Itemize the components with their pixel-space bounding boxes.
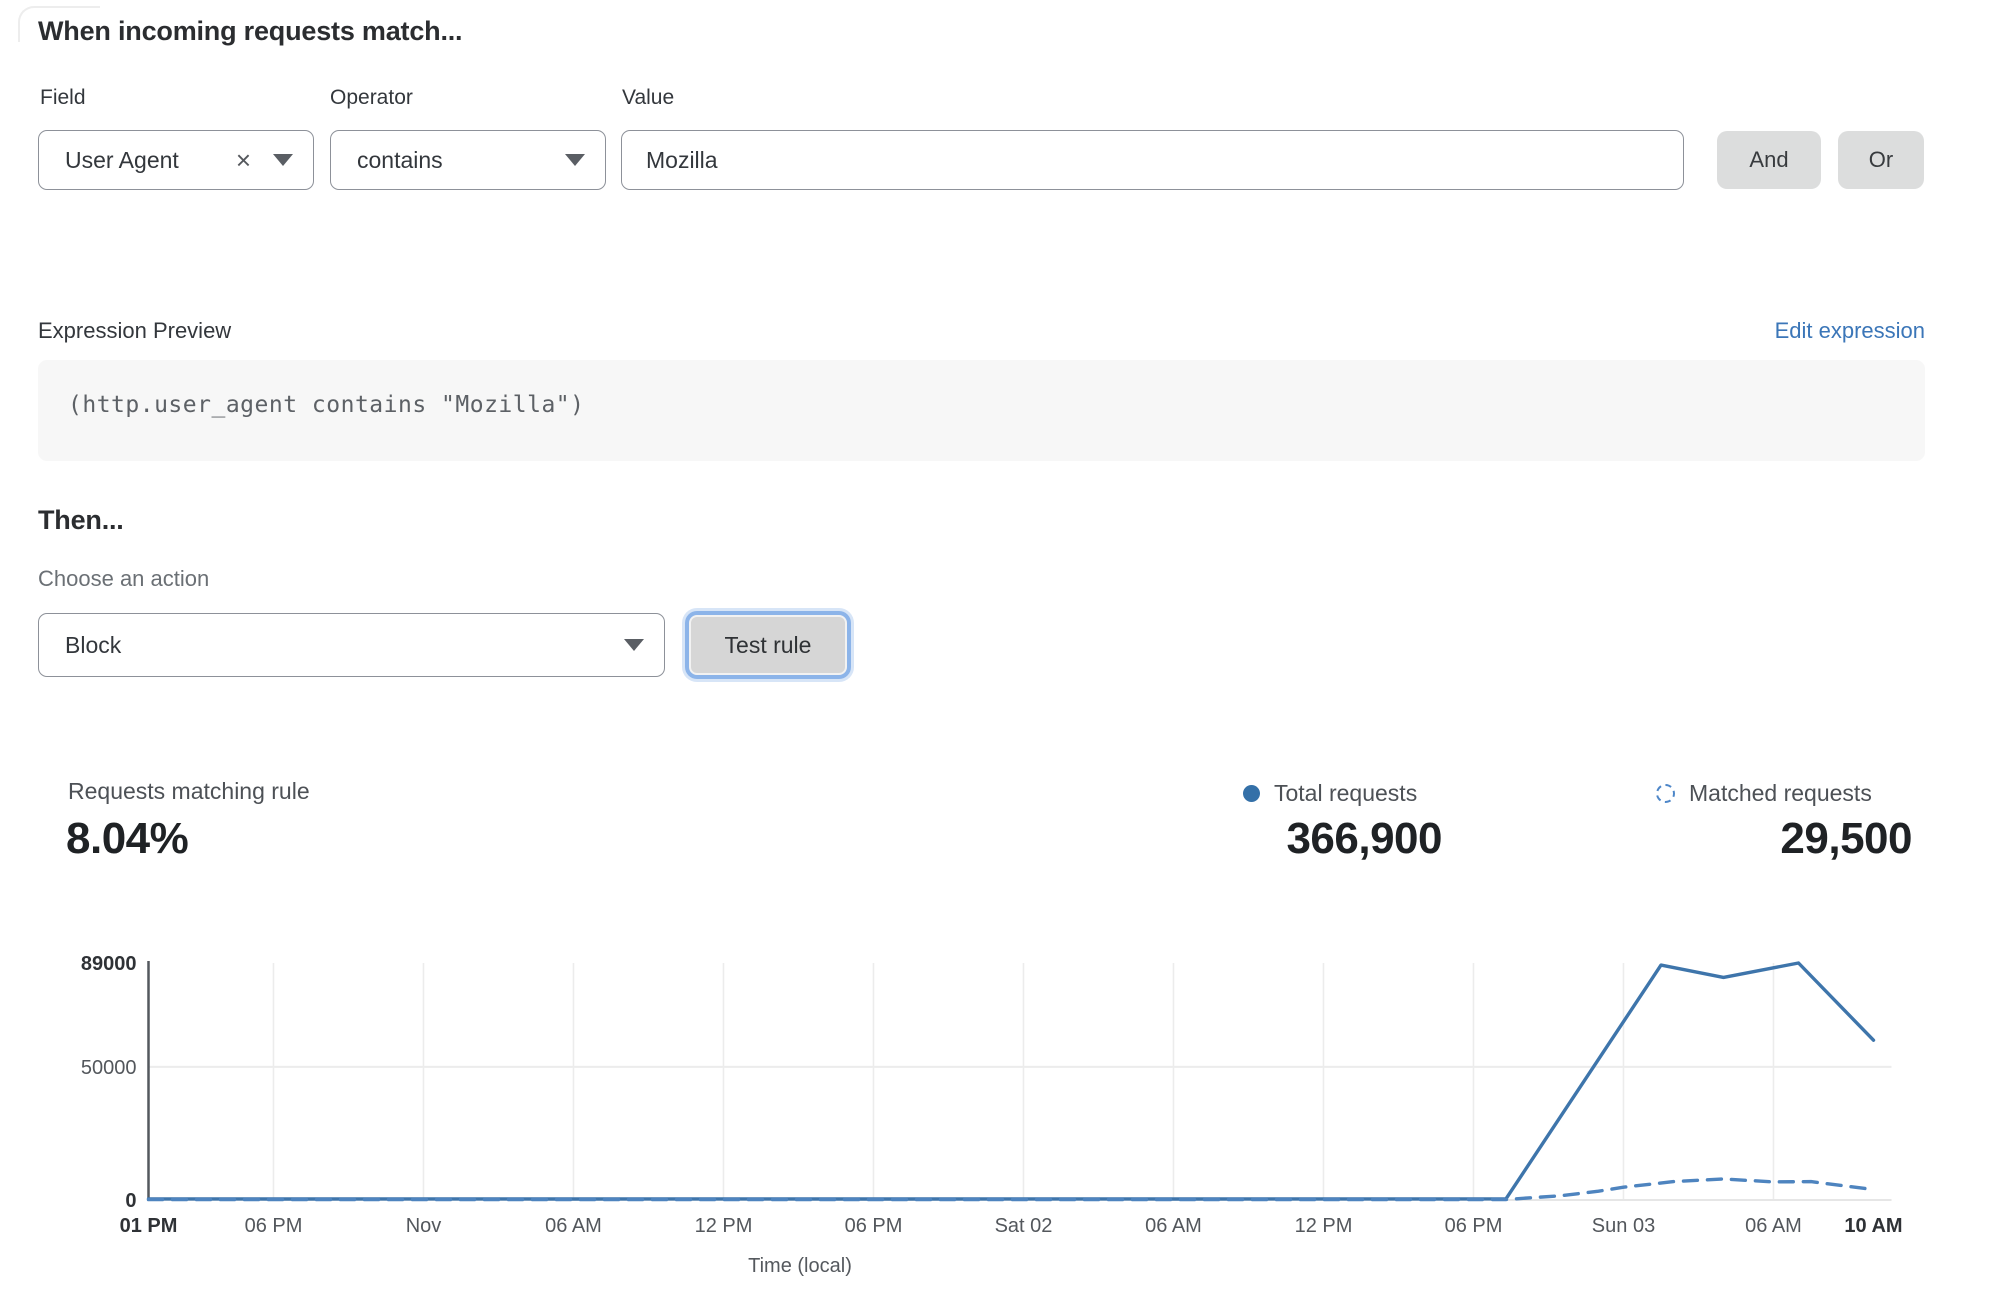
x-tick-label: 06 AM xyxy=(1745,1215,1802,1237)
clear-field-icon[interactable]: × xyxy=(235,145,251,175)
match-heading: When incoming requests match... xyxy=(38,16,463,46)
legend-matched-requests: Matched requests xyxy=(1656,780,1872,807)
x-tick-label: Nov xyxy=(406,1215,442,1237)
x-tick-label: 12 PM xyxy=(1295,1215,1353,1237)
x-tick-label: 10 AM xyxy=(1844,1215,1902,1237)
legend-total-requests: Total requests xyxy=(1243,780,1417,807)
x-tick-label: 06 AM xyxy=(1145,1215,1202,1237)
x-tick-label: 06 PM xyxy=(245,1215,303,1237)
field-select-value: User Agent xyxy=(65,146,179,173)
then-heading: Then... xyxy=(38,505,124,535)
action-select[interactable]: Block xyxy=(38,613,665,677)
field-select[interactable]: User Agent × xyxy=(38,130,314,190)
action-select-value: Block xyxy=(65,631,122,658)
chevron-down-icon xyxy=(624,639,644,651)
series-solid-line xyxy=(146,961,1876,1201)
x-tick-label: 12 PM xyxy=(695,1215,753,1237)
expression-code: (http.user_agent contains "Mozilla") xyxy=(68,392,585,418)
chevron-down-icon xyxy=(273,154,293,166)
requests-matching-value: 8.04% xyxy=(66,814,189,863)
operator-label: Operator xyxy=(330,86,413,109)
x-tick-label: Sun 03 xyxy=(1592,1215,1655,1237)
value-field-wrap xyxy=(621,130,1684,190)
value-label: Value xyxy=(622,86,675,109)
total-requests-label: Total requests xyxy=(1274,780,1418,806)
operator-select[interactable]: contains xyxy=(330,130,606,190)
operator-select-value: contains xyxy=(357,146,443,173)
y-tick-label: 89000 xyxy=(81,953,137,975)
y-tick-label: 0 xyxy=(125,1190,136,1212)
series-dashed-line xyxy=(146,1177,1876,1202)
x-tick-label: 01 PM xyxy=(120,1215,178,1237)
or-button[interactable]: Or xyxy=(1838,131,1924,189)
x-tick-label: 06 PM xyxy=(1445,1215,1503,1237)
y-tick-label: 50000 xyxy=(81,1057,137,1079)
total-requests-value: 366,900 xyxy=(1286,814,1442,863)
value-input[interactable] xyxy=(621,130,1684,190)
matched-requests-dashed-circle-icon xyxy=(1656,784,1675,803)
x-tick-label: 06 AM xyxy=(545,1215,602,1237)
chevron-down-icon xyxy=(565,154,585,166)
field-label: Field xyxy=(40,86,86,109)
matched-requests-value: 29,500 xyxy=(1780,814,1912,863)
requests-matching-label: Requests matching rule xyxy=(68,778,310,804)
total-requests-dot-icon xyxy=(1243,785,1260,802)
x-tick-label: Sat 02 xyxy=(995,1215,1053,1237)
x-axis-title: Time (local) xyxy=(748,1255,852,1277)
x-tick-label: 06 PM xyxy=(845,1215,903,1237)
choose-action-label: Choose an action xyxy=(38,566,210,591)
requests-time-series-chart: 01 PM 06 PM Nov 06 AM 12 PM 06 PM Sat 02 06 AM 1… xyxy=(81,953,1903,1277)
matched-requests-label: Matched requests xyxy=(1689,780,1872,806)
expression-preview-label: Expression Preview xyxy=(38,318,232,343)
card-corner-decoration xyxy=(18,6,100,42)
edit-expression-link[interactable]: Edit expression xyxy=(1774,318,1925,343)
expression-preview-box: (http.user_agent contains "Mozilla") xyxy=(38,360,1925,461)
and-button[interactable]: And xyxy=(1717,131,1821,189)
test-rule-button[interactable]: Test rule xyxy=(689,615,847,675)
